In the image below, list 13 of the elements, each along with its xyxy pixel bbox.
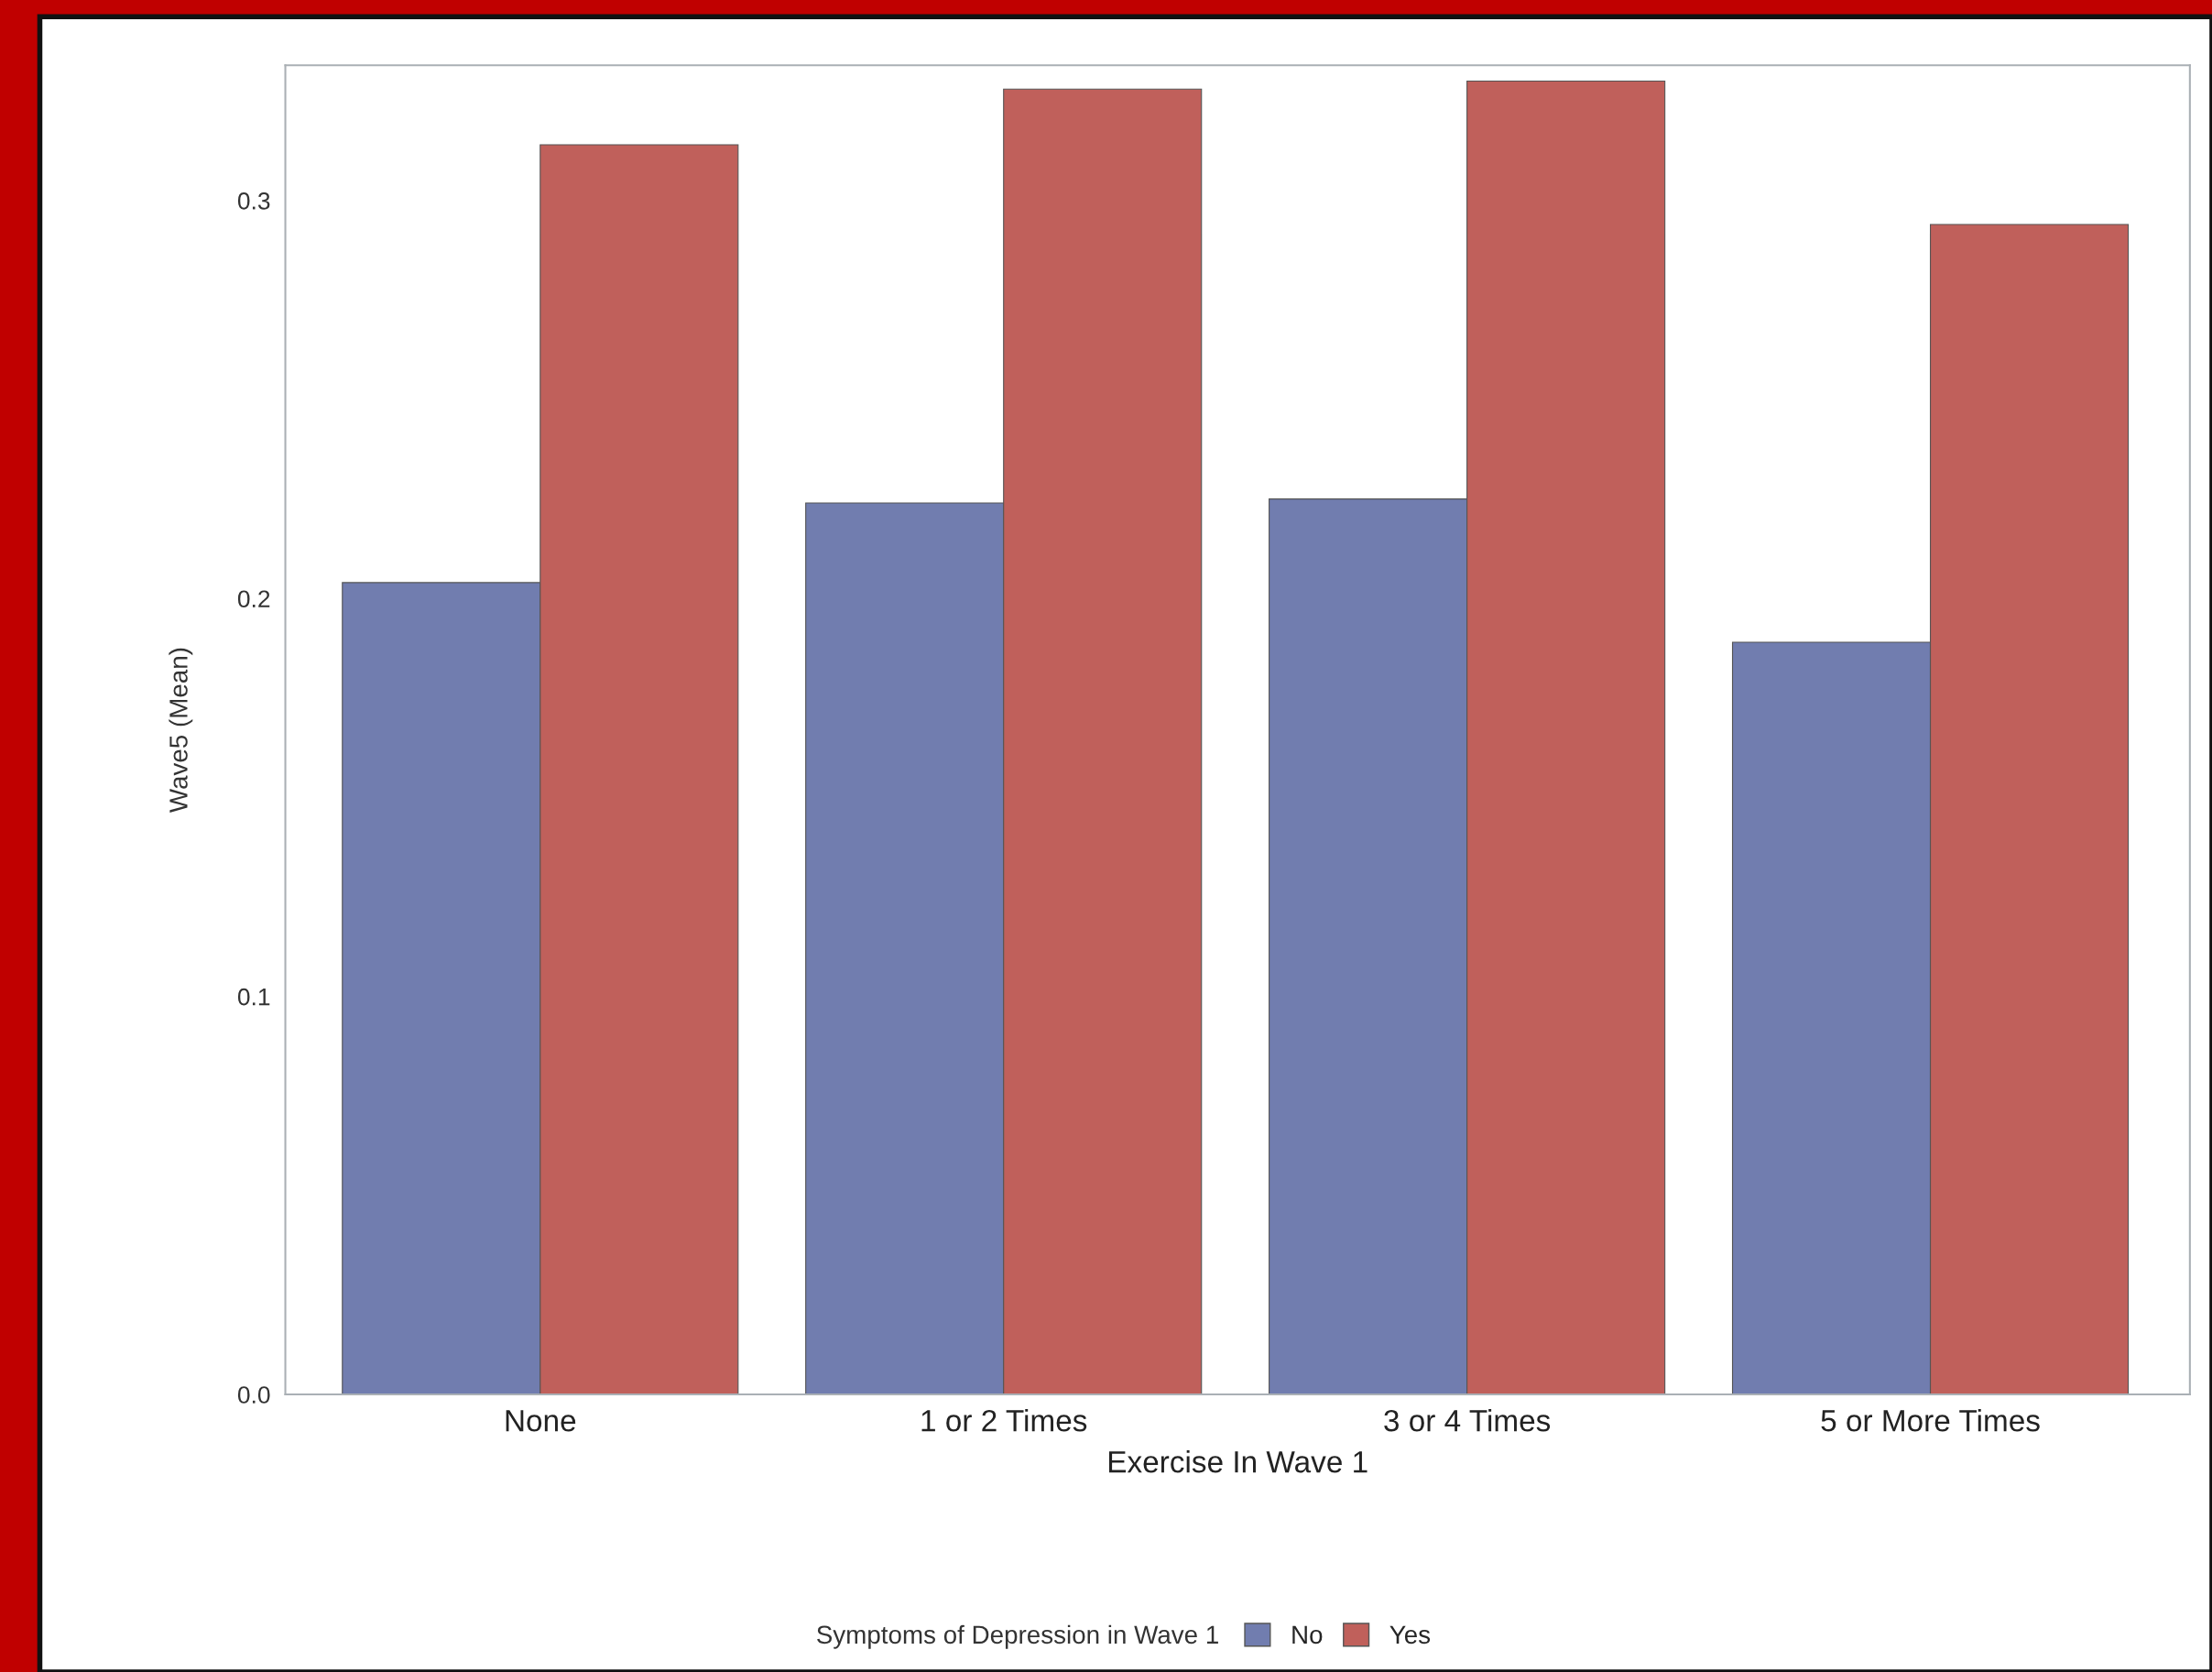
x-axis-title: Exercise In Wave 1 [1108, 1449, 1368, 1473]
y-axis-title: Wave5 (Mean) [169, 648, 193, 814]
y-tick-label: 0.1 [237, 988, 270, 1006]
y-tick-label: 0.0 [237, 1386, 270, 1404]
x-tick-label: 1 or 2 Times [921, 1409, 1087, 1432]
legend-label: No [1292, 1625, 1323, 1645]
y-tick-label: 0.3 [237, 192, 270, 210]
legend-title: Symptoms of Depression in Wave 1 [817, 1624, 1218, 1649]
x-tick-label: 3 or 4 Times [1384, 1409, 1551, 1432]
y-tick-label: 0.2 [237, 590, 270, 608]
x-tick-label: None [506, 1410, 576, 1432]
x-tick-label: 5 or More Times [1821, 1409, 2040, 1432]
legend-label: Yes [1389, 1625, 1431, 1645]
